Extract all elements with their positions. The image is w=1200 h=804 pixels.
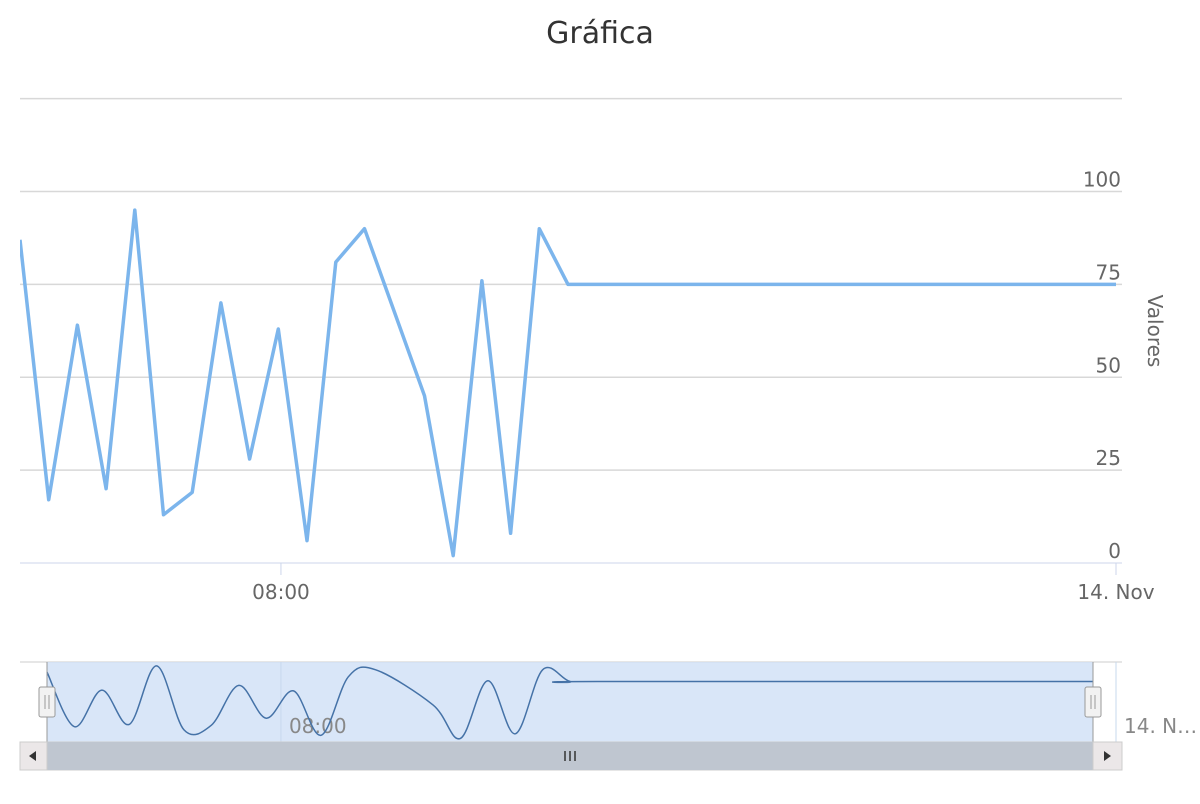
x-tick-label: 08:00: [252, 580, 310, 604]
scrollbar-right-button-box[interactable]: [1092, 741, 1123, 771]
scrollbar-right-button[interactable]: [1092, 741, 1123, 771]
scrollbar-grip-icon: [564, 751, 576, 761]
navigator-left-handle[interactable]: [38, 686, 56, 718]
navigator-selected-range[interactable]: [47, 662, 1093, 742]
navigator-right-handle-box[interactable]: [1084, 686, 1102, 718]
x-axis-ticks: 08:00 14. Nov: [252, 563, 1155, 604]
y-tick-label: 0: [1108, 539, 1121, 563]
navigator[interactable]: 08:00 14. N…: [20, 661, 1197, 742]
navigator-right-handle[interactable]: [1084, 686, 1102, 718]
y-tick-label: 50: [1096, 353, 1121, 377]
navigator-tick-label: 14. N…: [1124, 714, 1197, 738]
series-line: [20, 208, 1116, 558]
navigator-series-line: [46, 665, 1093, 740]
x-tick-label: 14. Nov: [1077, 580, 1154, 604]
scrollbar-left-button[interactable]: [19, 741, 48, 771]
arrow-right-icon: [1104, 751, 1111, 761]
chart-title: Gráfica: [546, 16, 654, 51]
navigator-left-handle-box[interactable]: [38, 686, 56, 718]
scrollbar[interactable]: [19, 741, 1123, 771]
y-axis-tick-labels: 0 25 50 75 100: [1083, 168, 1121, 564]
arrow-left-icon: [29, 751, 36, 761]
y-axis-title: Valores: [1143, 295, 1167, 368]
series-group: [20, 208, 1116, 558]
y-tick-label: 75: [1096, 260, 1121, 284]
y-tick-label: 100: [1083, 168, 1121, 192]
y-tick-label: 25: [1096, 446, 1121, 470]
